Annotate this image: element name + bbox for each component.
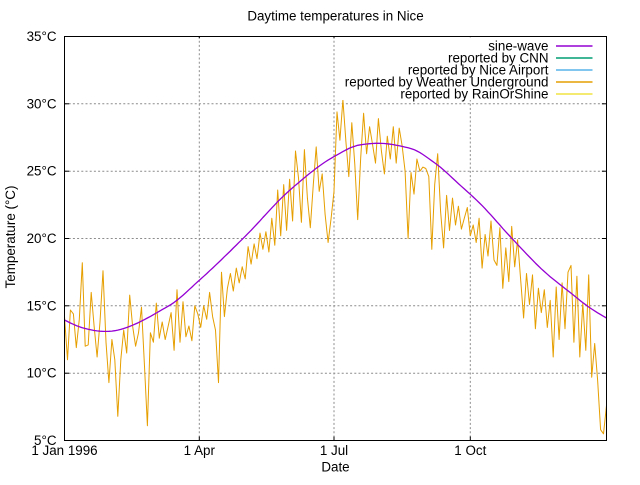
svg-text:25°C: 25°C xyxy=(27,164,57,179)
svg-text:30°C: 30°C xyxy=(27,96,57,111)
svg-text:35°C: 35°C xyxy=(27,29,57,44)
svg-text:1 Oct: 1 Oct xyxy=(454,443,486,458)
svg-text:Temperature (°C): Temperature (°C) xyxy=(3,186,18,289)
svg-text:Date: Date xyxy=(321,460,349,475)
svg-text:10°C: 10°C xyxy=(27,366,57,381)
svg-text:sine-wave: sine-wave xyxy=(488,39,548,54)
svg-text:1 Apr: 1 Apr xyxy=(184,443,216,458)
svg-text:15°C: 15°C xyxy=(27,298,57,313)
svg-text:20°C: 20°C xyxy=(27,231,57,246)
svg-text:Daytime temperatures in Nice: Daytime temperatures in Nice xyxy=(247,9,423,24)
svg-text:reported by Weather Undergroun: reported by Weather Underground xyxy=(345,75,549,90)
svg-text:reported by RainOrShine: reported by RainOrShine xyxy=(400,87,548,102)
svg-text:5°C: 5°C xyxy=(34,433,57,448)
svg-text:1 Jul: 1 Jul xyxy=(320,443,348,458)
svg-text:reported by Nice Airport: reported by Nice Airport xyxy=(408,63,549,78)
svg-text:reported by CNN: reported by CNN xyxy=(448,51,548,66)
svg-text:1 Jan 1996: 1 Jan 1996 xyxy=(31,443,97,458)
